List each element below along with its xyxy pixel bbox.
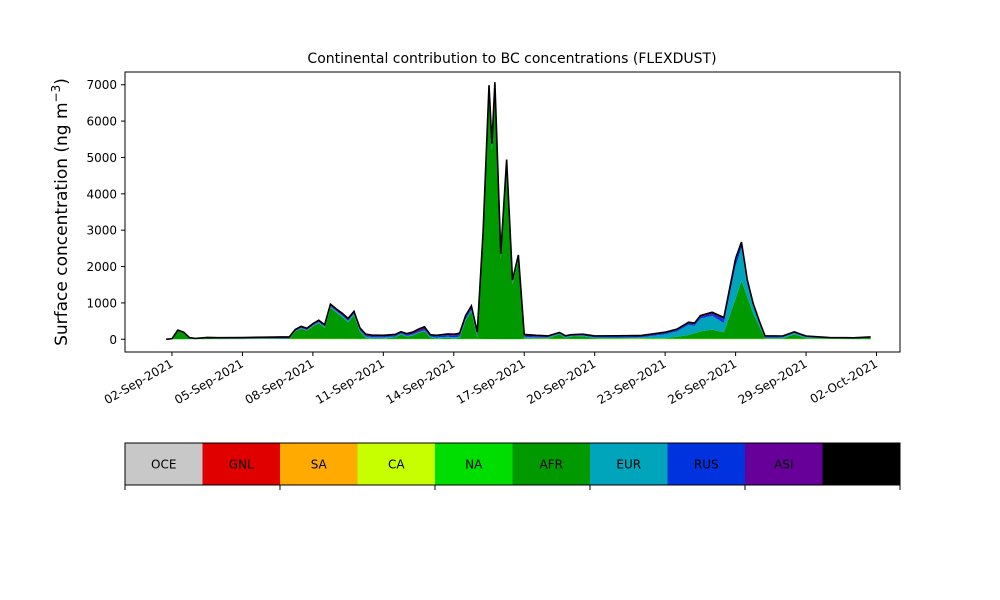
area-series-ca bbox=[166, 338, 871, 340]
legend-swatch-gnl bbox=[202, 443, 281, 485]
legend-label-aus: AUS bbox=[849, 458, 874, 472]
x-axis: 02-Sep-202105-Sep-202108-Sep-202111-Sep-… bbox=[102, 352, 880, 407]
legend-swatch-rus bbox=[667, 443, 746, 485]
x-tick-label: 05-Sep-2021 bbox=[172, 356, 246, 407]
total-outline-line bbox=[166, 82, 871, 341]
legend-label-rus: RUS bbox=[694, 458, 719, 472]
y-tick-label: 3000 bbox=[86, 224, 117, 238]
x-tick-label: 26-Sep-2021 bbox=[665, 356, 739, 407]
legend-frame bbox=[124, 442, 901, 486]
legend-label-ca: CA bbox=[388, 458, 405, 472]
legend-label-asi: ASI bbox=[774, 458, 793, 472]
legend-swatch-sa bbox=[280, 443, 358, 485]
x-tick-label: 17-Sep-2021 bbox=[454, 356, 528, 407]
legend-label-sa: SA bbox=[311, 458, 328, 472]
y-tick-label: 1000 bbox=[86, 296, 117, 310]
y-tick-label: 7000 bbox=[86, 78, 117, 92]
x-tick-label: 02-Oct-2021 bbox=[808, 356, 880, 406]
legend-swatch-asi bbox=[745, 443, 823, 485]
area-series-na bbox=[166, 338, 871, 340]
legend-swatch-aus bbox=[822, 443, 901, 485]
x-tick-label: 02-Sep-2021 bbox=[102, 356, 176, 407]
x-tick-label: 20-Sep-2021 bbox=[524, 356, 598, 407]
x-tick-label: 14-Sep-2021 bbox=[384, 356, 458, 407]
area-series-afr bbox=[166, 88, 871, 340]
legend-swatch-ca bbox=[357, 443, 436, 485]
y-tick-label: 5000 bbox=[86, 151, 117, 165]
plot-frame bbox=[124, 71, 901, 353]
x-tick-label: 23-Sep-2021 bbox=[595, 356, 669, 407]
x-tick-label: 08-Sep-2021 bbox=[243, 356, 317, 407]
y-tick-label: 0 bbox=[109, 333, 117, 347]
legend-swatch-eur bbox=[590, 443, 668, 485]
x-tick-label: 29-Sep-2021 bbox=[736, 356, 810, 407]
legend-label-oce: OCE bbox=[151, 458, 176, 472]
y-tick-label: 6000 bbox=[86, 115, 117, 129]
plot-area bbox=[124, 71, 901, 353]
legend-label-eur: EUR bbox=[616, 458, 641, 472]
legend-swatch-na bbox=[435, 443, 513, 485]
y-tick-label: 2000 bbox=[86, 260, 117, 274]
legend-colorbar: OCE GNL SA CA NA AFR EUR RUS ASI AUS bbox=[124, 442, 901, 490]
y-axis-label-exponent: −3 bbox=[49, 85, 63, 103]
y-axis-label-main: Surface concentration (ng m bbox=[52, 102, 72, 345]
series-layer bbox=[166, 82, 871, 340]
legend-label-gnl: GNL bbox=[229, 458, 254, 472]
y-axis: 0 1000 2000 3000 4000 5000 6000 7000 bbox=[86, 78, 125, 347]
chart-title: Continental contribution to BC concentra… bbox=[307, 51, 716, 67]
legend-label-na: NA bbox=[465, 458, 483, 472]
y-tick-label: 4000 bbox=[86, 187, 117, 201]
legend-label-afr: AFR bbox=[540, 458, 563, 472]
legend-swatch-afr bbox=[512, 443, 591, 485]
x-tick-label: 11-Sep-2021 bbox=[313, 356, 387, 407]
y-axis-label: Surface concentration (ng m−3) bbox=[49, 78, 72, 346]
legend-swatch-oce bbox=[125, 443, 203, 485]
y-axis-label-close: ) bbox=[52, 78, 72, 85]
